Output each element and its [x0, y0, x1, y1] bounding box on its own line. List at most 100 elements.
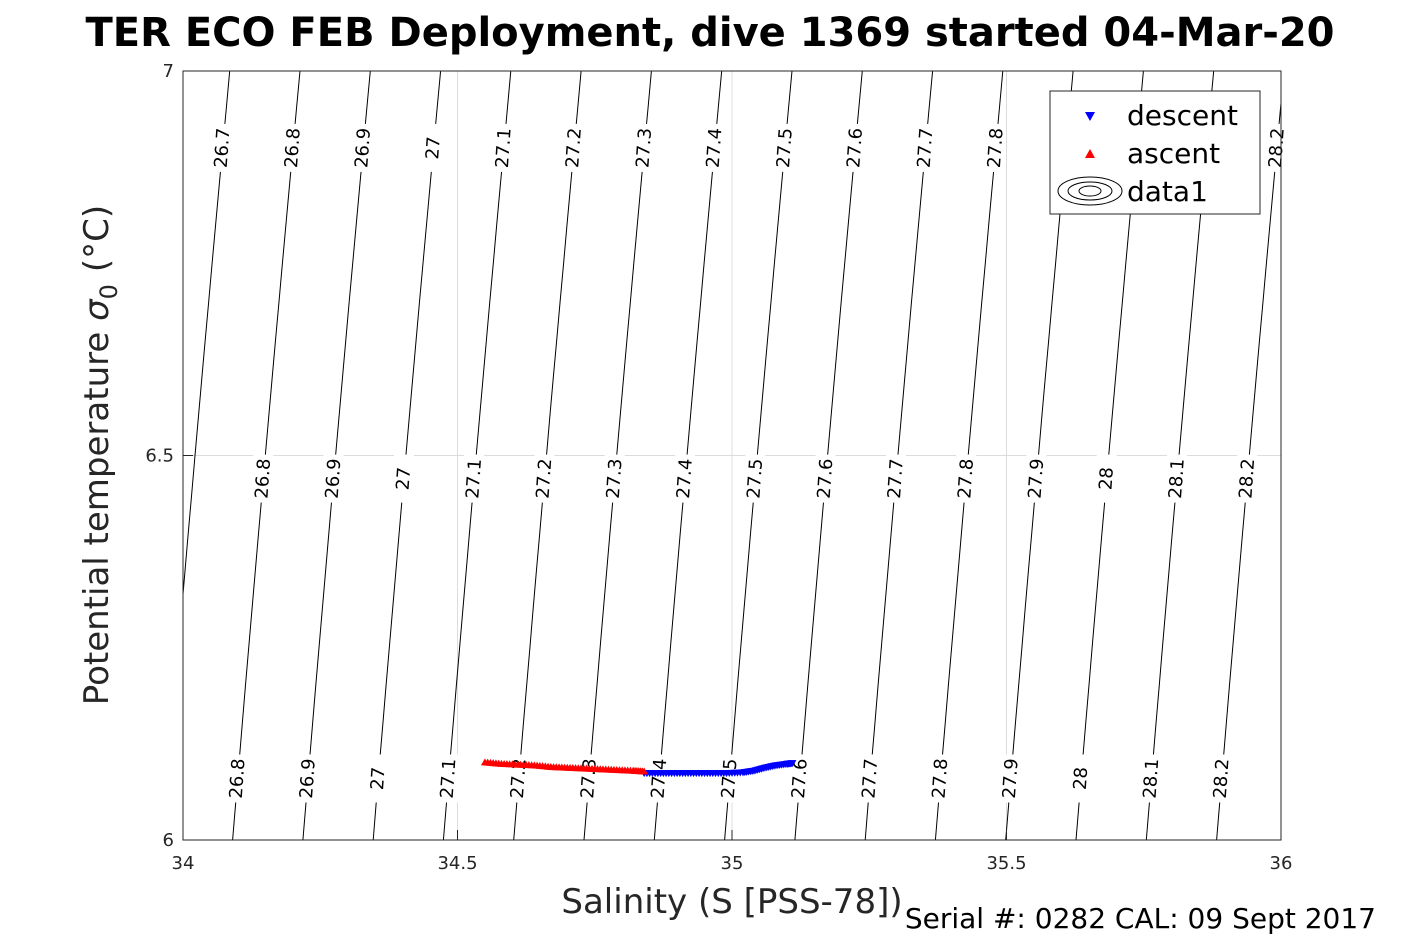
y-axis-label: Potential temperature σ0 (°C) [77, 205, 123, 705]
contour-label: 28.1 [1140, 758, 1164, 799]
contour-label-gap [885, 454, 906, 503]
contour-label-gap [845, 123, 866, 172]
contour-label: 28 [1070, 766, 1093, 790]
contour-label-gap [675, 454, 696, 503]
contour-label-gap [634, 123, 655, 172]
contour-label-gap [253, 454, 274, 503]
contour-label-gap [297, 754, 318, 803]
contour-label: 26.8 [251, 458, 275, 499]
contour-label: 27.1 [437, 758, 461, 799]
density-contours: 26.7 26.8 26.9 27 27.1 27.2 27.3 27.4 27.5 27.6 27… [183, 71, 1354, 840]
contour-label-gap [282, 123, 303, 172]
x-tick-label: 35 [721, 853, 744, 874]
contour-label: 28.2 [1210, 758, 1234, 799]
contour-label: 27.7 [914, 127, 938, 168]
legend-descent-marker [1085, 112, 1095, 121]
y-tick-label: 6.5 [145, 446, 174, 467]
legend-box [1049, 90, 1261, 215]
contour-label-gap [985, 123, 1006, 172]
contour-label: 27.3 [603, 458, 627, 499]
contour-line [1287, 71, 1354, 840]
contour-label-gap [1071, 754, 1092, 803]
contour-label: 27.2 [507, 758, 531, 799]
contour-label: 27.9 [999, 758, 1023, 799]
contour-label-gap [1026, 454, 1047, 503]
contour-label-gap [564, 123, 585, 172]
contour-label-gap [1211, 754, 1232, 803]
contour-label-gap [704, 123, 725, 172]
contour-label-gap [789, 754, 810, 803]
contour-label: 27.6 [788, 758, 812, 799]
contour-label-gap [1096, 454, 1117, 503]
contour-label: 27.4 [673, 458, 697, 499]
legend-contour-icon [1057, 176, 1123, 206]
contour-label: 27.4 [648, 758, 672, 799]
contour-label: 28.2 [1265, 127, 1289, 168]
legend-ascent-marker [1085, 149, 1095, 158]
contour-label-gap [915, 123, 936, 172]
contour-label: 27.1 [492, 127, 516, 168]
contour-label: 27.1 [462, 458, 486, 499]
contour-label: 27.3 [577, 758, 601, 799]
contour-label: 27.8 [954, 458, 978, 499]
x-tick-label: 34 [172, 853, 195, 874]
serial-calibration-footer: Serial #: 0282 CAL: 09 Sept 2017 [905, 902, 1376, 935]
contour-label-gap [534, 454, 555, 503]
contour-label: 27.8 [984, 127, 1008, 168]
contour-label-gap [464, 454, 485, 503]
contour-label-gap [368, 754, 389, 803]
contour-label: 28.1 [1165, 458, 1189, 499]
contour-label: 26.9 [322, 458, 346, 499]
contour-label-gap [930, 754, 951, 803]
contour-label: 27.2 [533, 458, 557, 499]
contour-label-gap [604, 454, 625, 503]
contour-line [183, 71, 231, 601]
contour-label: 27 [422, 136, 445, 160]
y-tick-label: 6 [163, 830, 174, 851]
legend: descent ascent data1 [1049, 90, 1261, 215]
contour-label-gap [956, 454, 977, 503]
y-axis-label-symbol: σ [77, 298, 117, 321]
legend-ascent-label: ascent [1127, 137, 1220, 170]
contour-label: 27 [393, 466, 416, 490]
legend-data1-label: data1 [1127, 175, 1208, 208]
contour-label-gap [719, 754, 740, 803]
data-series [480, 758, 797, 778]
ascent-point [640, 767, 649, 775]
y-axis-label-subscript: 0 [95, 284, 123, 299]
x-tick-label: 34.5 [437, 853, 477, 874]
contour-label-gap [1000, 754, 1021, 803]
contour-label-gap [393, 454, 414, 503]
contour-label-gap [438, 754, 459, 803]
contour-label: 26.8 [226, 758, 250, 799]
x-axis-label: Salinity (S [PSS-78]) [561, 882, 902, 922]
contour-label: 27.9 [1025, 458, 1049, 499]
contour-label: 26.8 [281, 127, 305, 168]
contour-label: 27.7 [858, 758, 882, 799]
contour-label: 26.9 [351, 127, 375, 168]
x-tick-label: 35.5 [986, 853, 1026, 874]
contour-label: 27.2 [562, 127, 586, 168]
contour-label: 28 [1095, 466, 1118, 490]
contour-label: 27.6 [843, 127, 867, 168]
descent-point [788, 760, 797, 768]
contour-label: 26.7 [211, 127, 235, 168]
contour-label: 27.5 [718, 758, 742, 799]
contour-label: 27.7 [884, 458, 908, 499]
legend-descent-label: descent [1127, 99, 1238, 132]
y-axis-label-unit: (°C) [77, 205, 117, 272]
chart-title: TER ECO FEB Deployment, dive 1369 starte… [85, 10, 1334, 56]
contour-label-gap [353, 123, 374, 172]
contour-label-gap [493, 123, 514, 172]
contour-label: 27.6 [814, 458, 838, 499]
contour-label: 27 [367, 766, 390, 790]
contour-label-gap [860, 754, 881, 803]
contour-label-gap [423, 123, 444, 172]
x-tick-label: 36 [1270, 853, 1293, 874]
contour-label-gap [323, 454, 344, 503]
contour-label: 26.9 [296, 758, 320, 799]
contour-label: 27.3 [632, 127, 656, 168]
contour-label-gap [745, 454, 766, 503]
